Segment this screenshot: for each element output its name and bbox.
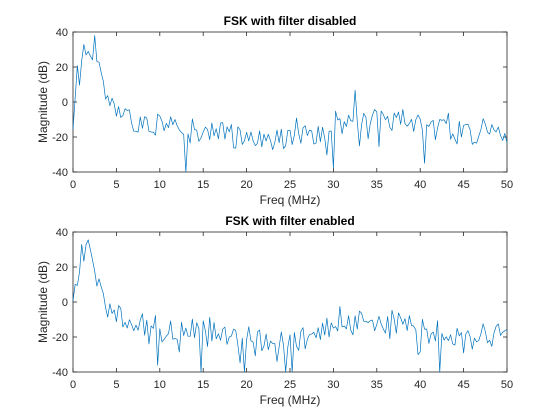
plot-area: [72, 31, 508, 173]
y-tick-label: 0: [62, 97, 68, 109]
chart-title: FSK with filter disabled: [224, 14, 357, 28]
x-tick-label: 0: [70, 179, 76, 191]
y-axis-label: Magnitude (dB): [36, 261, 50, 343]
y-tick-label: -40: [52, 367, 68, 379]
x-tick-label: 30: [327, 179, 339, 191]
y-axis-label: Magnitude (dB): [36, 61, 50, 143]
series-line: [72, 35, 508, 173]
x-axis-label: Freq (MHz): [260, 193, 321, 207]
y-tick-label: 0: [62, 297, 68, 309]
y-tick-label: 40: [56, 227, 68, 239]
x-tick-label: 30: [327, 379, 339, 391]
x-tick-label: 40: [414, 179, 426, 191]
y-tick-label: -20: [52, 132, 68, 144]
x-tick-label: 35: [371, 179, 383, 191]
x-tick-label: 15: [197, 379, 209, 391]
x-tick-label: 10: [154, 179, 166, 191]
x-tick-label: 15: [197, 179, 209, 191]
x-tick-label: 25: [284, 379, 296, 391]
series-layer: [72, 35, 508, 173]
tick-marks: [72, 31, 508, 173]
x-tick-label: 40: [414, 379, 426, 391]
series-layer: [72, 239, 508, 373]
y-tick-label: 20: [56, 262, 68, 274]
x-tick-label: 25: [284, 179, 296, 191]
x-tick-label: 20: [240, 179, 252, 191]
y-tick-label: 20: [56, 62, 68, 74]
x-tick-label: 0: [70, 379, 76, 391]
subplot-filter-enabled: FSK with filter enabled Freq (MHz) Magni…: [36, 214, 513, 407]
x-tick-label: 35: [371, 379, 383, 391]
x-tick-label: 45: [457, 179, 469, 191]
plot-area: [72, 231, 508, 373]
x-tick-label: 5: [113, 179, 119, 191]
x-tick-label: 50: [501, 379, 513, 391]
y-tick-label: 40: [56, 27, 68, 39]
x-tick-label: 45: [457, 379, 469, 391]
subplot-filter-disabled: FSK with filter disabled Freq (MHz) Magn…: [36, 14, 513, 207]
y-tick-label: -40: [52, 167, 68, 179]
y-tick-label: -20: [52, 332, 68, 344]
chart-title: FSK with filter enabled: [225, 214, 354, 228]
x-axis-label: Freq (MHz): [260, 393, 321, 407]
x-tick-label: 10: [154, 379, 166, 391]
x-tick-label: 5: [113, 379, 119, 391]
x-tick-label: 20: [240, 379, 252, 391]
tick-marks: [72, 231, 508, 373]
series-line: [72, 239, 508, 373]
x-tick-label: 50: [501, 179, 513, 191]
